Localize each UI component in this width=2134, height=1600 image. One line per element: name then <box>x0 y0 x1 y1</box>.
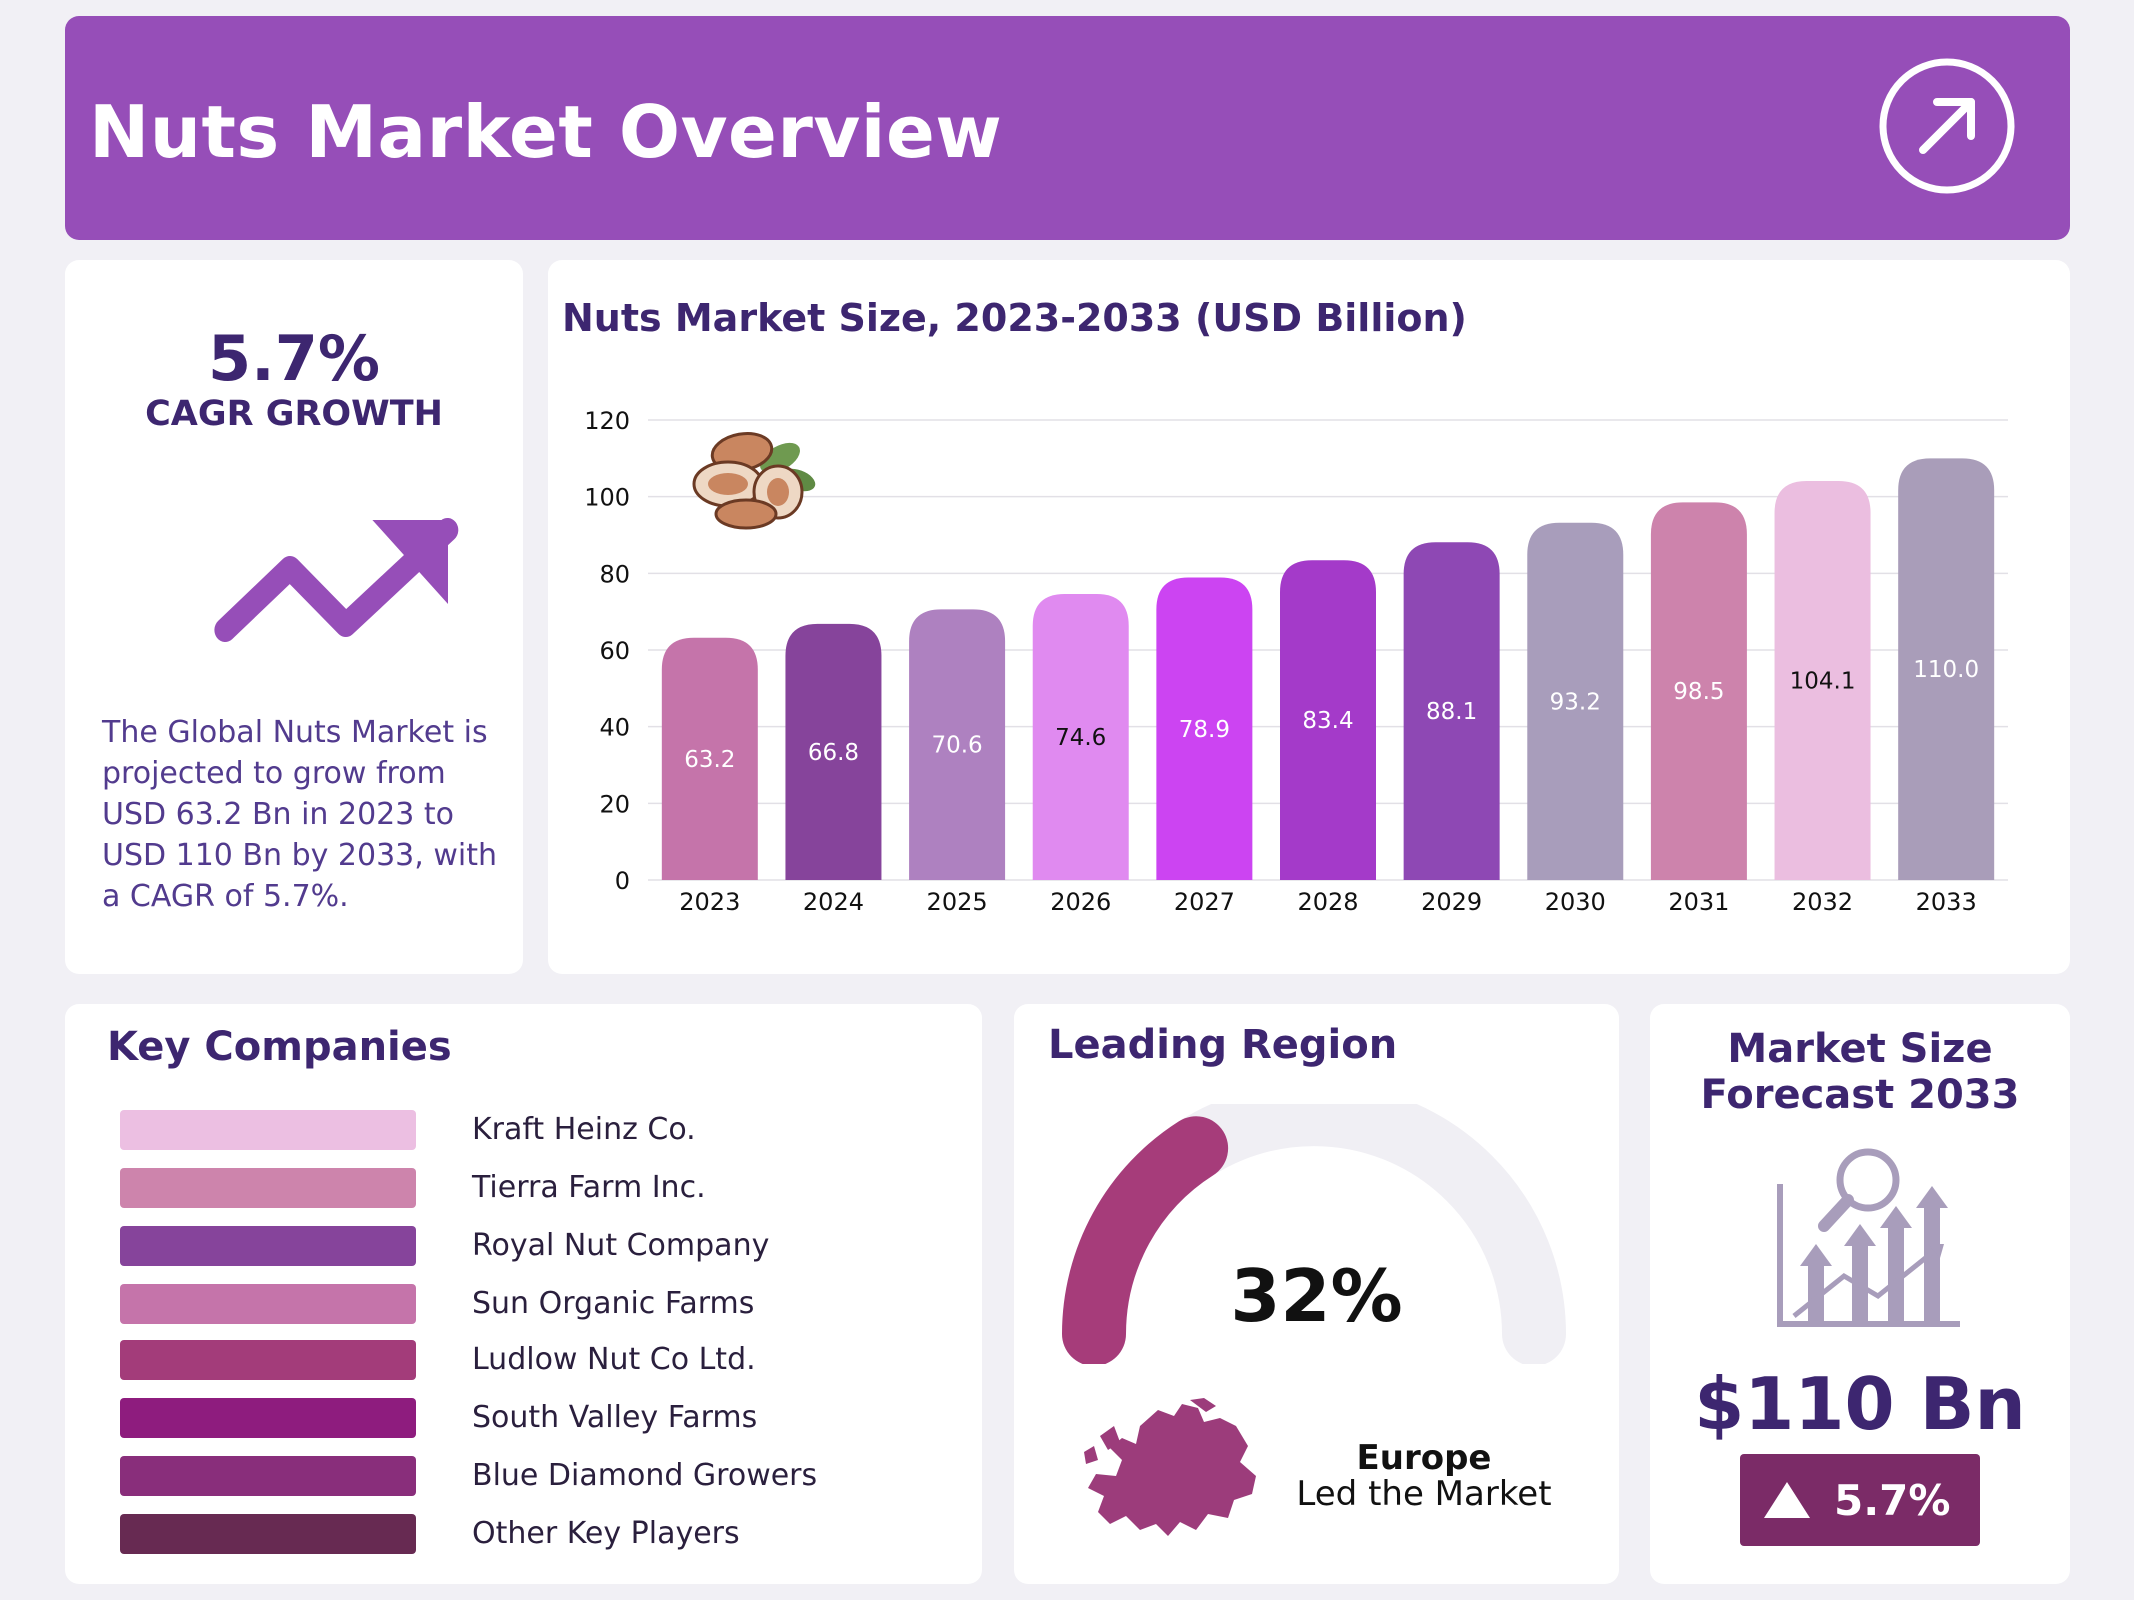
company-name: Other Key Players <box>472 1516 740 1551</box>
key-companies-card: Key Companies Kraft Heinz Co. Tierra Far… <box>65 1004 982 1584</box>
nuts-illustration-icon <box>692 432 816 530</box>
bar-value-label: 70.6 <box>931 733 982 759</box>
x-tick-label: 2023 <box>679 888 740 916</box>
triangle-up-icon <box>1764 1482 1810 1518</box>
market-forecast-card: Market Size Forecast 2033 $110 Bn 5.7% <box>1650 1004 2070 1584</box>
growth-value: 5.7% <box>1834 1476 1951 1525</box>
region-share-gauge <box>1062 1104 1566 1364</box>
y-tick-label: 0 <box>615 867 630 895</box>
company-swatch <box>120 1456 416 1496</box>
company-name: Blue Diamond Growers <box>472 1458 818 1493</box>
bar-value-label: 93.2 <box>1550 689 1601 715</box>
bar-value-label: 63.2 <box>684 747 735 773</box>
company-swatch <box>120 1514 416 1554</box>
bar <box>1527 522 1624 880</box>
cagr-label: CAGR GROWTH <box>145 394 443 434</box>
x-tick-label: 2032 <box>1792 888 1853 916</box>
y-tick-label: 60 <box>599 637 630 665</box>
header-banner: Nuts Market Overview <box>65 16 2070 240</box>
europe-map-icon <box>1084 1398 1256 1536</box>
bar <box>1898 458 1995 880</box>
leading-region-card: Leading Region 32% Europe Led the Market <box>1014 1004 1619 1584</box>
bar-value-label: 88.1 <box>1426 699 1477 725</box>
company-name: South Valley Farms <box>472 1400 758 1435</box>
bar <box>1032 594 1129 880</box>
y-tick-label: 120 <box>584 407 630 435</box>
bar-value-label: 98.5 <box>1673 679 1724 705</box>
region-title: Leading Region <box>1048 1022 1398 1068</box>
company-name: Tierra Farm Inc. <box>472 1170 706 1205</box>
bar-value-label: 104.1 <box>1790 668 1856 694</box>
bar <box>785 623 882 880</box>
company-swatch <box>120 1340 416 1380</box>
forecast-value: $110 Bn <box>1694 1362 2026 1446</box>
bar <box>1280 560 1376 880</box>
company-name: Royal Nut Company <box>472 1228 770 1263</box>
region-share-value: 32% <box>1230 1254 1403 1338</box>
bar <box>909 609 1006 880</box>
bar-value-label: 110.0 <box>1913 657 1979 683</box>
companies-title: Key Companies <box>107 1024 452 1070</box>
bar <box>661 637 758 880</box>
gauge-fill <box>1062 1116 1229 1364</box>
company-name: Ludlow Nut Co Ltd. <box>472 1342 756 1377</box>
x-tick-label: 2033 <box>1916 888 1977 916</box>
company-name: Kraft Heinz Co. <box>472 1112 696 1147</box>
bar-value-label: 83.4 <box>1302 708 1353 734</box>
x-tick-label: 2029 <box>1421 888 1482 916</box>
bar-value-label: 78.9 <box>1179 717 1230 743</box>
bar <box>1156 577 1253 880</box>
company-swatch <box>120 1168 416 1208</box>
market-analysis-icon <box>1777 1148 1960 1327</box>
bar-value-label: 74.6 <box>1055 725 1106 751</box>
bar <box>1403 542 1500 880</box>
x-tick-label: 2024 <box>803 888 864 916</box>
cagr-value: 5.7% <box>208 322 380 395</box>
x-tick-label: 2027 <box>1174 888 1235 916</box>
y-tick-label: 80 <box>599 560 630 588</box>
company-name: Sun Organic Farms <box>472 1286 755 1321</box>
arrow-up-right-circle-icon[interactable] <box>1877 56 2017 196</box>
chart-title: Nuts Market Size, 2023-2033 (USD Billion… <box>562 296 1467 340</box>
company-swatch <box>120 1226 416 1266</box>
y-tick-label: 20 <box>599 790 630 818</box>
x-tick-label: 2025 <box>927 888 988 916</box>
bar <box>1650 502 1747 880</box>
forecast-title: Market Size Forecast 2033 <box>1700 1026 2020 1118</box>
company-swatch <box>120 1398 416 1438</box>
bar <box>1774 480 1871 880</box>
cagr-description: The Global Nuts Market is projected to g… <box>102 715 497 914</box>
y-tick-label: 40 <box>599 714 630 742</box>
x-tick-label: 2026 <box>1050 888 1111 916</box>
market-size-chart-card: Nuts Market Size, 2023-2033 (USD Billion… <box>548 260 2070 974</box>
company-swatch <box>120 1110 416 1150</box>
bar-value-label: 66.8 <box>808 740 859 766</box>
page-title: Nuts Market Overview <box>89 90 1003 174</box>
x-tick-label: 2031 <box>1668 888 1729 916</box>
growth-badge: 5.7% <box>1740 1454 1980 1546</box>
bar-chart: 0 20 40 60 80 100 120 63.2 2023 66.8 2024 70.6 2025 7… <box>584 407 2008 916</box>
company-swatch <box>120 1284 416 1324</box>
x-tick-label: 2030 <box>1545 888 1606 916</box>
trend-up-arrow-icon <box>214 518 459 642</box>
x-tick-label: 2028 <box>1297 888 1358 916</box>
cagr-card: 5.7% CAGR GROWTH The Global Nuts Market … <box>65 260 523 974</box>
region-subtitle: Led the Market <box>1296 1474 1552 1514</box>
region-name: Europe <box>1356 1438 1492 1478</box>
y-tick-label: 100 <box>584 484 630 512</box>
